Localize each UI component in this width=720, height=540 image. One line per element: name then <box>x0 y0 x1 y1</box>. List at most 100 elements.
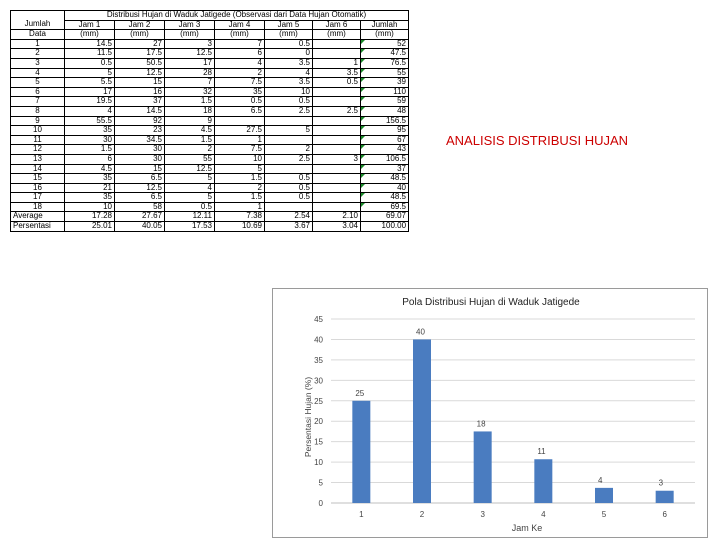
table-cell: 0.5 <box>264 96 313 107</box>
table-title: Distribusi Hujan di Waduk Jatigede (Obse… <box>63 10 410 21</box>
column-header-unit: (mm) <box>312 29 361 40</box>
column-header-unit: (mm) <box>264 29 313 40</box>
data-label: 4 <box>598 476 603 485</box>
table-cell: 3.67 <box>264 221 313 232</box>
table-cell: 1 <box>312 57 361 69</box>
table-cell: 4 <box>164 182 215 194</box>
table-row: 9 55.5 92 9 156.5 <box>10 115 410 127</box>
table-cell: 17 <box>164 57 215 69</box>
table-cell: 59 <box>359 96 410 107</box>
table-cell <box>214 115 265 127</box>
column-header-unit: Data <box>10 29 65 40</box>
table-cell: 3.5 <box>312 67 361 79</box>
bar <box>595 487 613 503</box>
table-cell: 5 <box>164 192 215 203</box>
table-cell: 1.5 <box>214 173 265 184</box>
table-cell: 4 <box>214 57 265 69</box>
table-row: 4 5 12.5 28 2 4 3.5 55 <box>10 67 410 79</box>
table-cell: 3.5 <box>264 77 313 88</box>
table-corner <box>10 10 65 21</box>
table-cell: 34.5 <box>114 134 165 146</box>
table-cell: 48.5 <box>359 173 410 184</box>
table-row: 11 30 34.5 1.5 1 67 <box>10 134 410 146</box>
bar <box>473 431 492 503</box>
y-tick-label: 40 <box>314 335 323 344</box>
table-cell <box>264 201 313 213</box>
x-tick-label: 6 <box>662 510 667 519</box>
row-label-cell: Average <box>10 211 65 223</box>
table-row: 8 4 14.5 18 6.5 2.5 2.5 48 <box>10 105 410 117</box>
table-cell: 27 <box>114 38 165 50</box>
y-tick-label: 15 <box>314 438 323 447</box>
table-cell <box>312 173 361 184</box>
table-cell <box>264 134 313 146</box>
rainfall-table: Distribusi Hujan di Waduk Jatigede (Obse… <box>10 10 410 232</box>
table-cell: 92 <box>114 115 165 127</box>
table-cell: 3 <box>312 153 361 165</box>
row-label-cell: 11 <box>10 134 65 146</box>
y-tick-label: 30 <box>314 376 323 385</box>
table-cell: 5 <box>164 173 215 184</box>
table-cell: 55 <box>164 153 215 165</box>
percent-row: Persentasi 25.01 40.05 17.53 10.69 3.67 3.04 10… <box>10 221 410 232</box>
row-label-cell: 6 <box>10 86 65 98</box>
table-row: 17 35 6.5 5 1.5 0.5 48.5 <box>10 192 410 203</box>
table-cell: 18 <box>164 105 215 117</box>
table-cell: 7.5 <box>214 77 265 88</box>
table-cell: 30 <box>114 144 165 155</box>
table-cell: 10 <box>264 86 313 98</box>
table-cell: 39 <box>359 77 410 88</box>
table-cell: 2.5 <box>264 105 313 117</box>
table-cell: 110 <box>359 86 410 98</box>
table-cell: 0.5 <box>264 192 313 203</box>
x-tick-label: 5 <box>602 510 607 519</box>
table-row: 18 10 58 0.5 1 69.5 <box>10 201 410 213</box>
average-row: Average 17.28 27.67 12.11 7.38 2.54 2.10 69.07 <box>10 211 410 223</box>
table-cell: 4.5 <box>64 163 115 175</box>
table-cell: 52 <box>359 38 410 50</box>
row-label-cell: 3 <box>10 57 65 69</box>
table-row: 14 4.5 15 12.5 5 37 <box>10 163 410 175</box>
table-cell: 6.5 <box>114 173 165 184</box>
table-cell: 14.5 <box>114 105 165 117</box>
row-label-cell: 12 <box>10 144 65 155</box>
table-cell: 0 <box>264 48 313 59</box>
table-cell: 3.04 <box>312 221 361 232</box>
data-label: 18 <box>477 419 486 428</box>
table-cell: 95 <box>359 125 410 136</box>
table-cell: 30 <box>64 134 115 146</box>
table-cell: 10.69 <box>214 221 265 232</box>
table-cell <box>312 201 361 213</box>
table-cell: 76.5 <box>359 57 410 69</box>
table-cell: 21 <box>64 182 115 194</box>
row-label-cell: 8 <box>10 105 65 117</box>
data-label: 3 <box>659 479 664 488</box>
table-cell: 27.5 <box>214 125 265 136</box>
y-tick-label: 0 <box>319 499 324 508</box>
row-label-cell: 4 <box>10 67 65 79</box>
table-cell: 0.5 <box>164 201 215 213</box>
x-tick-label: 3 <box>480 510 485 519</box>
column-header-unit: (mm) <box>164 29 215 40</box>
table-cell: 37 <box>114 96 165 107</box>
table-cell: 0.5 <box>312 77 361 88</box>
table-cell: 2 <box>214 182 265 194</box>
table-cell: 12.5 <box>114 67 165 79</box>
row-label-cell: 16 <box>10 182 65 194</box>
table-cell: 2 <box>164 144 215 155</box>
row-label-cell: 2 <box>10 48 65 59</box>
table-cell: 0.5 <box>264 182 313 194</box>
table-cell: 106.5 <box>359 153 410 165</box>
table-cell: 25.01 <box>64 221 115 232</box>
row-label-cell: 10 <box>10 125 65 136</box>
table-cell: 6 <box>214 48 265 59</box>
table-cell: 48 <box>359 105 410 117</box>
table-cell: 15 <box>114 77 165 88</box>
row-label-cell: 14 <box>10 163 65 175</box>
table-cell: 27.67 <box>114 211 165 223</box>
table-cell: 48.5 <box>359 192 410 203</box>
table-row: 7 19.5 37 1.5 0.5 0.5 59 <box>10 96 410 107</box>
table-cell: 1.5 <box>64 144 115 155</box>
table-row: 2 11.5 17.5 12.5 6 0 47.5 <box>10 48 410 59</box>
table-cell: 1 <box>214 134 265 146</box>
